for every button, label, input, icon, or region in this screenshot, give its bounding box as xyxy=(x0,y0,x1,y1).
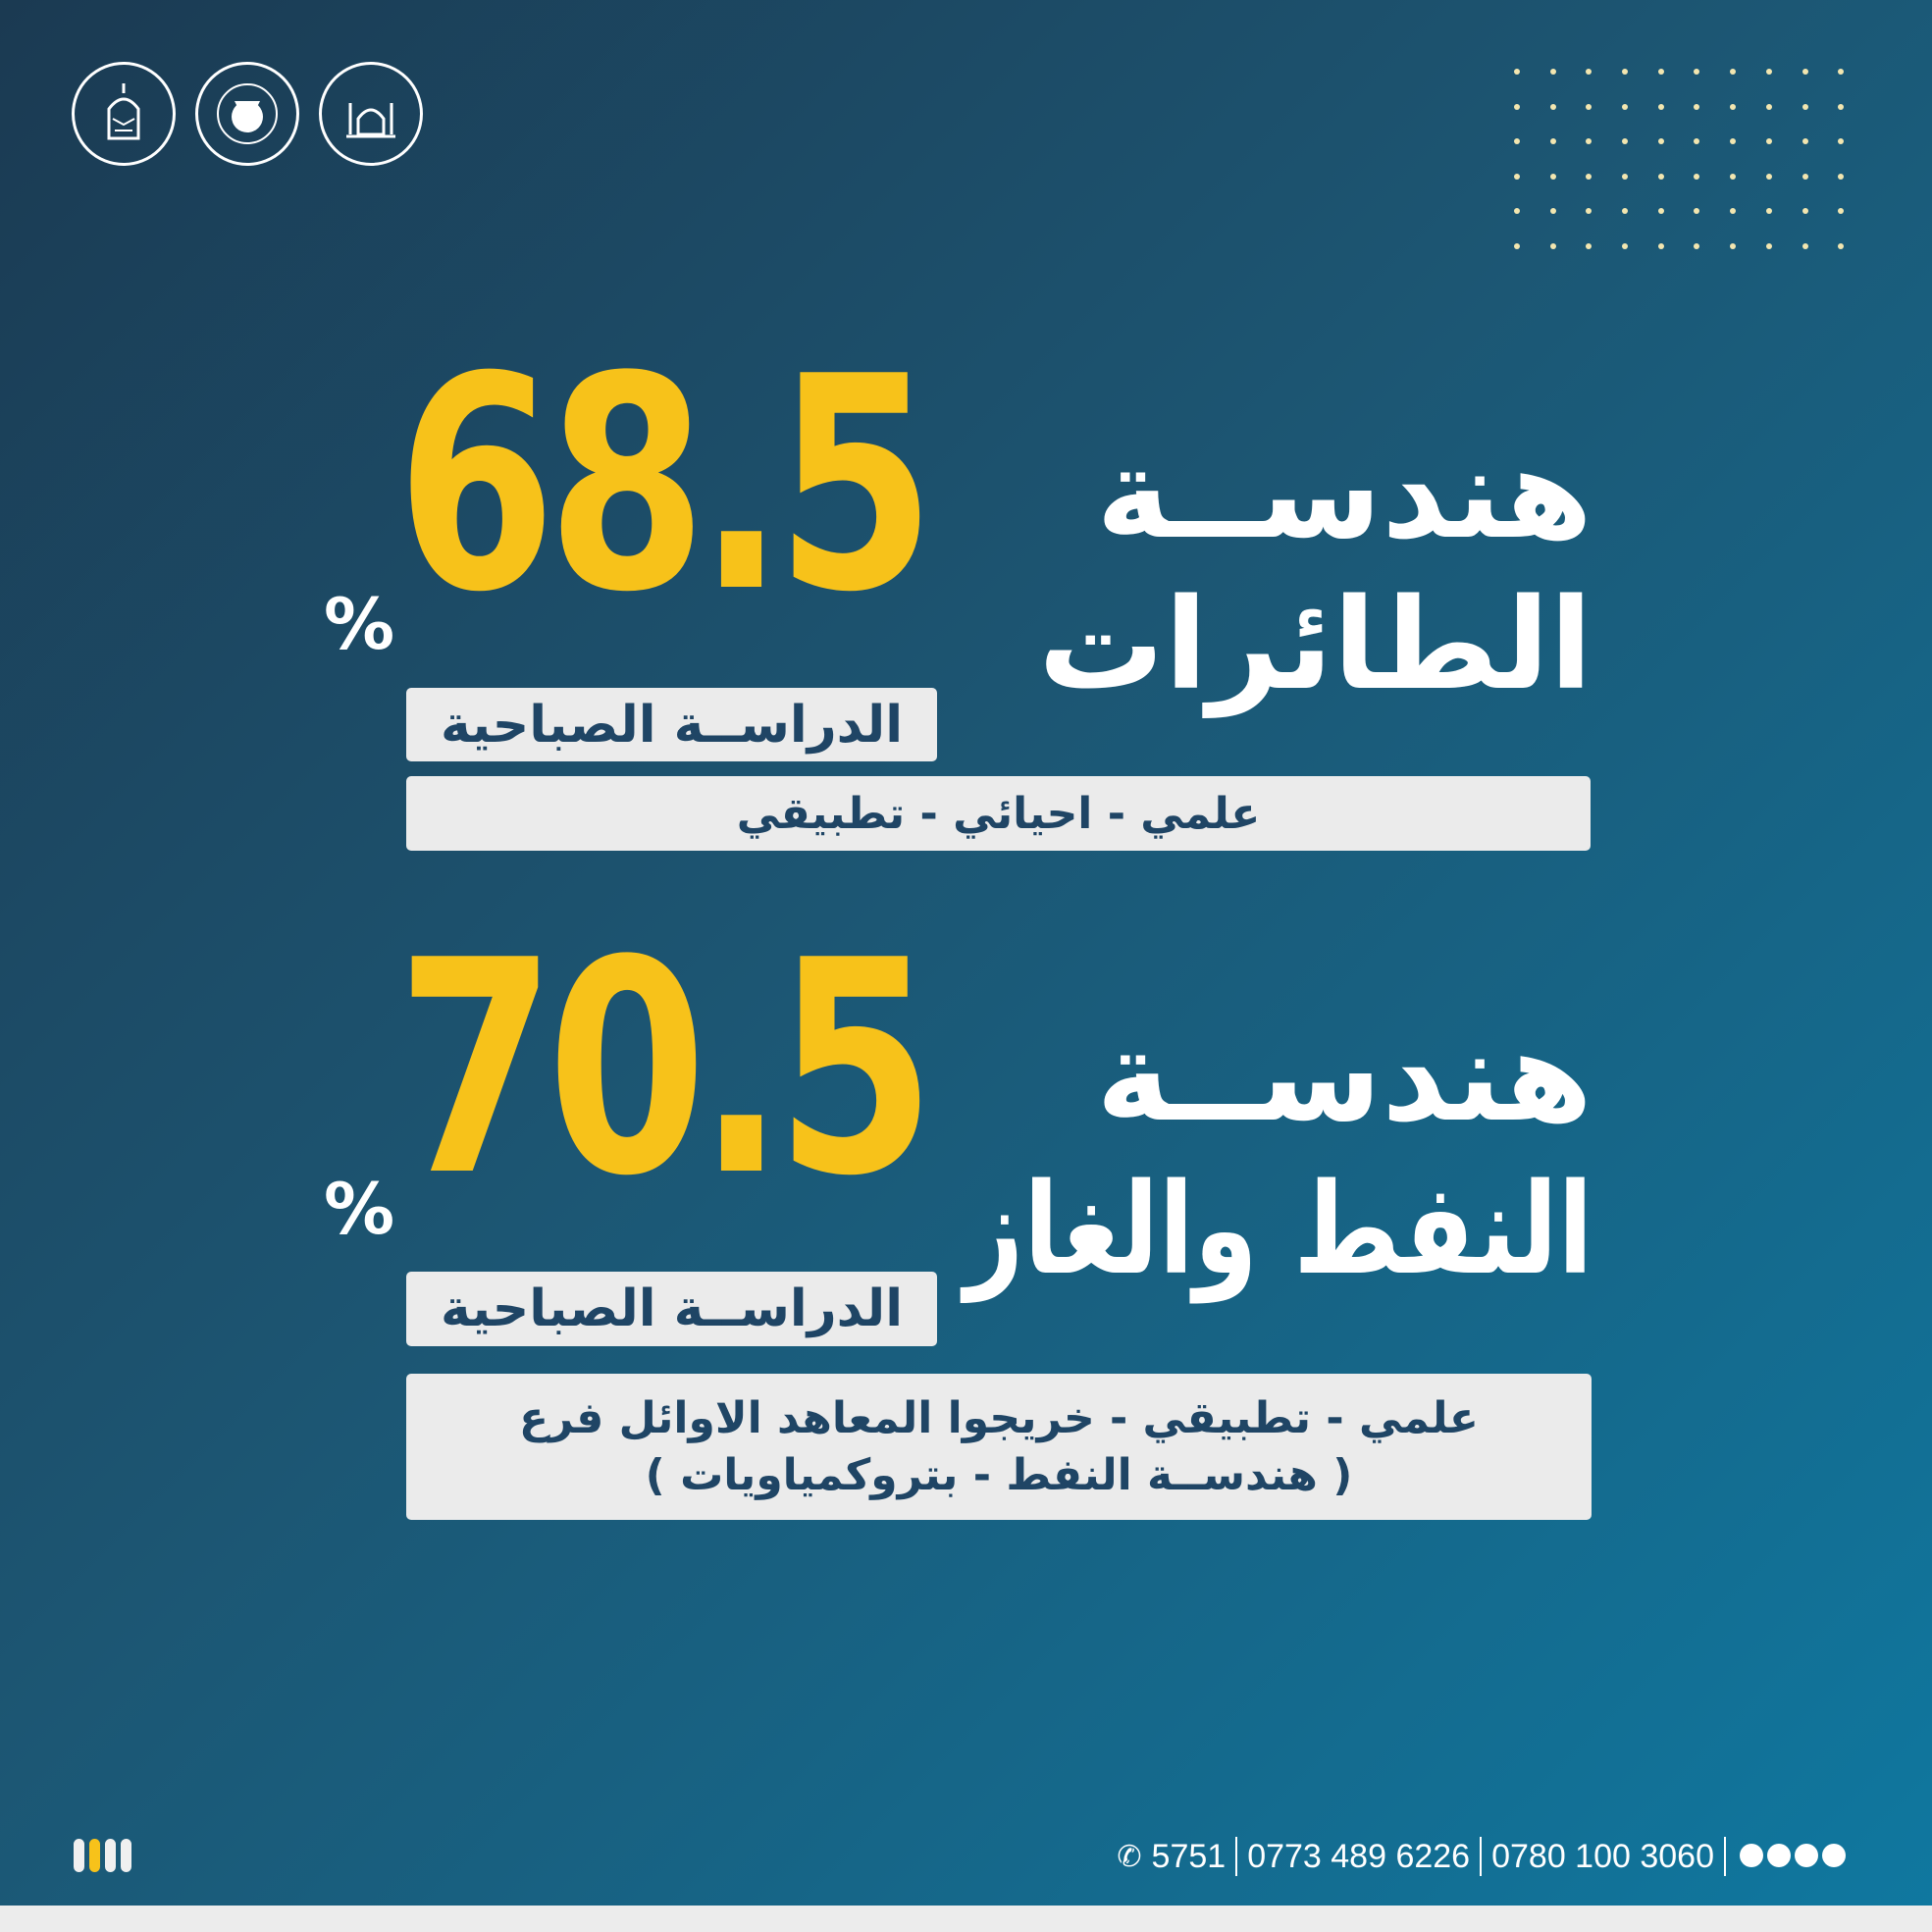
dot xyxy=(1657,173,1664,180)
dot xyxy=(1694,208,1700,215)
twitter-icon[interactable] xyxy=(1795,1843,1818,1867)
program-2-percent: % xyxy=(324,1168,395,1250)
dot xyxy=(1765,69,1772,75)
dot xyxy=(1622,69,1629,75)
facebook-icon[interactable] xyxy=(1740,1843,1763,1867)
program-2-branches-line2: ( هندســة النفط - بتروكمياويات ) xyxy=(645,1449,1353,1500)
program-2-branches: علمي - تطبيقي - خريجوا المعاهد الاوائل ف… xyxy=(406,1374,1592,1520)
dot xyxy=(1838,103,1845,110)
program-1-study-type: الدراســة الصباحية xyxy=(406,688,937,761)
dot xyxy=(1549,69,1556,75)
dot xyxy=(1838,208,1845,215)
dot xyxy=(1586,103,1593,110)
dot xyxy=(1801,173,1808,180)
dot xyxy=(1586,69,1593,75)
university-logo xyxy=(72,62,176,166)
dot xyxy=(1514,138,1520,145)
bottom-strip xyxy=(0,1906,1932,1932)
dot xyxy=(1586,173,1593,180)
dot xyxy=(1586,208,1593,215)
dot xyxy=(1801,242,1808,249)
dot xyxy=(1801,208,1808,215)
dot xyxy=(1622,208,1629,215)
phone-1: 0773 489 6226 xyxy=(1247,1837,1471,1875)
program-2-branches-line1: علمي - تطبيقي - خريجوا المعاهد الاوائل ف… xyxy=(519,1393,1479,1444)
dot xyxy=(1801,138,1808,145)
dot xyxy=(1694,103,1700,110)
dot xyxy=(1549,173,1556,180)
program-1-branches: علمي - احيائي - تطبيقي xyxy=(406,776,1591,851)
program-1-title-line1: هندســة xyxy=(1096,421,1593,567)
divider xyxy=(1724,1837,1726,1876)
dot xyxy=(1730,138,1737,145)
university-emblem-icon xyxy=(107,83,140,140)
program-2-rate: 70.5 xyxy=(396,898,935,1240)
dot xyxy=(1694,242,1700,249)
dot xyxy=(1765,208,1772,215)
ministry-higher-education-logo xyxy=(195,62,299,166)
program-1-title-line2: الطائرات xyxy=(1038,572,1593,718)
dot xyxy=(1622,173,1629,180)
dot xyxy=(1765,173,1772,180)
phone-2: 0780 100 3060 xyxy=(1491,1837,1714,1875)
dot xyxy=(1730,69,1737,75)
telegram-icon[interactable] xyxy=(1822,1843,1846,1867)
dot xyxy=(1514,103,1520,110)
dot xyxy=(1730,208,1737,215)
dot xyxy=(1838,69,1845,75)
dot xyxy=(1657,138,1664,145)
dot xyxy=(1622,103,1629,110)
program-2-title-line2: النفط والغاز xyxy=(964,1157,1593,1303)
dot xyxy=(1622,242,1629,249)
phone-short: 5751 xyxy=(1151,1837,1227,1875)
program-1-percent: % xyxy=(324,583,395,665)
decorative-pills xyxy=(74,1839,131,1872)
program-2-title-line1: هندســة xyxy=(1096,1004,1593,1150)
dot xyxy=(1657,103,1664,110)
dot xyxy=(1549,103,1556,110)
dot xyxy=(1514,69,1520,75)
phone-icon: ✆ xyxy=(1117,1840,1142,1873)
dot xyxy=(1838,138,1845,145)
divider xyxy=(1480,1837,1483,1876)
dot xyxy=(1514,173,1520,180)
dot xyxy=(1730,103,1737,110)
shrine-emblem-icon xyxy=(346,103,395,138)
dot xyxy=(1838,173,1845,180)
dot xyxy=(1622,138,1629,145)
ministry-emblem-icon xyxy=(217,83,278,144)
dot xyxy=(1514,208,1520,215)
dot xyxy=(1765,242,1772,249)
dot xyxy=(1586,138,1593,145)
dot xyxy=(1730,173,1737,180)
dot xyxy=(1549,138,1556,145)
dot xyxy=(1657,69,1664,75)
dot xyxy=(1694,173,1700,180)
dot xyxy=(1765,138,1772,145)
dot xyxy=(1657,242,1664,249)
program-1-rate: 68.5 xyxy=(396,314,935,656)
dot xyxy=(1801,69,1808,75)
dot xyxy=(1801,103,1808,110)
program-2-study-type: الدراســة الصباحية xyxy=(406,1272,937,1346)
divider xyxy=(1235,1837,1238,1876)
contact-footer: ✆ 5751 0773 489 6226 0780 100 3060 xyxy=(1117,1835,1846,1878)
dot xyxy=(1514,242,1520,249)
dot xyxy=(1657,208,1664,215)
dot xyxy=(1838,242,1845,249)
decorative-dot-grid xyxy=(1514,69,1845,249)
dot xyxy=(1765,103,1772,110)
dot xyxy=(1694,69,1700,75)
instagram-icon[interactable] xyxy=(1767,1843,1791,1867)
dot xyxy=(1694,138,1700,145)
dot xyxy=(1730,242,1737,249)
dot xyxy=(1549,242,1556,249)
dot xyxy=(1549,208,1556,215)
dot xyxy=(1586,242,1593,249)
general-secretariat-holy-shrine-logo xyxy=(319,62,423,166)
